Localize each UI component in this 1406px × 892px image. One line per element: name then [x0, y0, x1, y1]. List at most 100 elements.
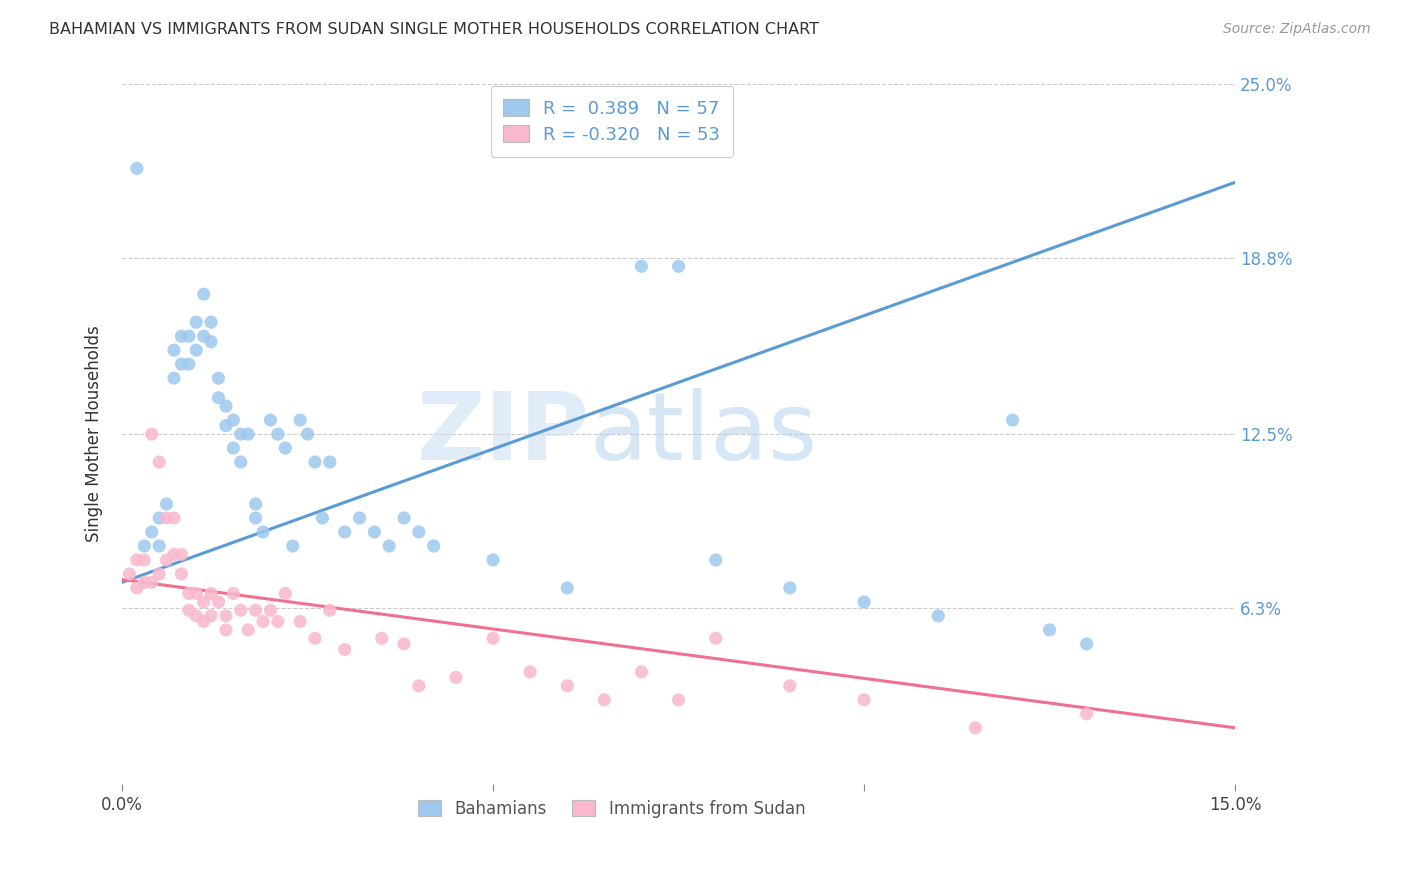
Point [215, 623, 238, 637]
Point [408, 679, 430, 693]
Point [193, 329, 215, 343]
Point [134, 539, 156, 553]
Point [177, 329, 200, 343]
Point [630, 665, 652, 679]
Point [200, 315, 222, 329]
Point [259, 603, 281, 617]
Point [155, 497, 177, 511]
Point [134, 553, 156, 567]
Point [170, 547, 193, 561]
Point [555, 679, 578, 693]
Point [274, 441, 297, 455]
Point [170, 566, 193, 581]
Point [170, 329, 193, 343]
Point [333, 524, 356, 539]
Point [704, 553, 727, 567]
Point [593, 693, 616, 707]
Point [267, 427, 290, 442]
Point [245, 511, 267, 525]
Point [288, 413, 311, 427]
Point [163, 371, 186, 385]
Point [125, 581, 148, 595]
Point [200, 586, 222, 600]
Point [259, 413, 281, 427]
Point [630, 259, 652, 273]
Point [207, 595, 229, 609]
Point [200, 334, 222, 349]
Point [229, 427, 252, 442]
Point [392, 511, 415, 525]
Point [200, 608, 222, 623]
Point [193, 615, 215, 629]
Point [349, 511, 371, 525]
Point [288, 615, 311, 629]
Point [319, 455, 342, 469]
Point [297, 427, 319, 442]
Point [422, 539, 444, 553]
Point [134, 575, 156, 590]
Text: ZIP: ZIP [416, 388, 589, 480]
Point [668, 259, 690, 273]
Point [215, 608, 238, 623]
Y-axis label: Single Mother Households: Single Mother Households [86, 326, 103, 542]
Point [363, 524, 385, 539]
Point [1001, 413, 1024, 427]
Point [186, 586, 208, 600]
Point [186, 608, 208, 623]
Point [186, 343, 208, 358]
Point [118, 566, 141, 581]
Point [222, 441, 245, 455]
Point [319, 603, 342, 617]
Point [229, 455, 252, 469]
Point [853, 693, 876, 707]
Point [177, 357, 200, 371]
Point [853, 595, 876, 609]
Point [215, 418, 238, 433]
Point [125, 553, 148, 567]
Point [252, 524, 274, 539]
Point [245, 497, 267, 511]
Point [163, 511, 186, 525]
Point [1039, 623, 1062, 637]
Point [1076, 637, 1098, 651]
Point [371, 632, 394, 646]
Point [238, 427, 260, 442]
Point [927, 608, 949, 623]
Point [141, 427, 163, 442]
Point [215, 399, 238, 413]
Point [229, 603, 252, 617]
Point [222, 413, 245, 427]
Point [333, 642, 356, 657]
Point [267, 615, 290, 629]
Point [311, 511, 333, 525]
Point [304, 632, 326, 646]
Point [141, 575, 163, 590]
Point [304, 455, 326, 469]
Point [193, 595, 215, 609]
Point [222, 586, 245, 600]
Point [207, 391, 229, 405]
Point [392, 637, 415, 651]
Point [170, 357, 193, 371]
Point [779, 581, 801, 595]
Point [252, 615, 274, 629]
Point [274, 586, 297, 600]
Text: atlas: atlas [589, 388, 818, 480]
Point [408, 524, 430, 539]
Point [245, 603, 267, 617]
Point [177, 603, 200, 617]
Point [163, 547, 186, 561]
Legend: Bahamians, Immigrants from Sudan: Bahamians, Immigrants from Sudan [412, 793, 813, 824]
Point [148, 455, 170, 469]
Point [444, 670, 467, 684]
Point [148, 566, 170, 581]
Point [378, 539, 401, 553]
Point [148, 511, 170, 525]
Point [555, 581, 578, 595]
Point [482, 632, 505, 646]
Text: Source: ZipAtlas.com: Source: ZipAtlas.com [1223, 22, 1371, 37]
Point [193, 287, 215, 301]
Point [141, 524, 163, 539]
Point [519, 665, 541, 679]
Point [148, 539, 170, 553]
